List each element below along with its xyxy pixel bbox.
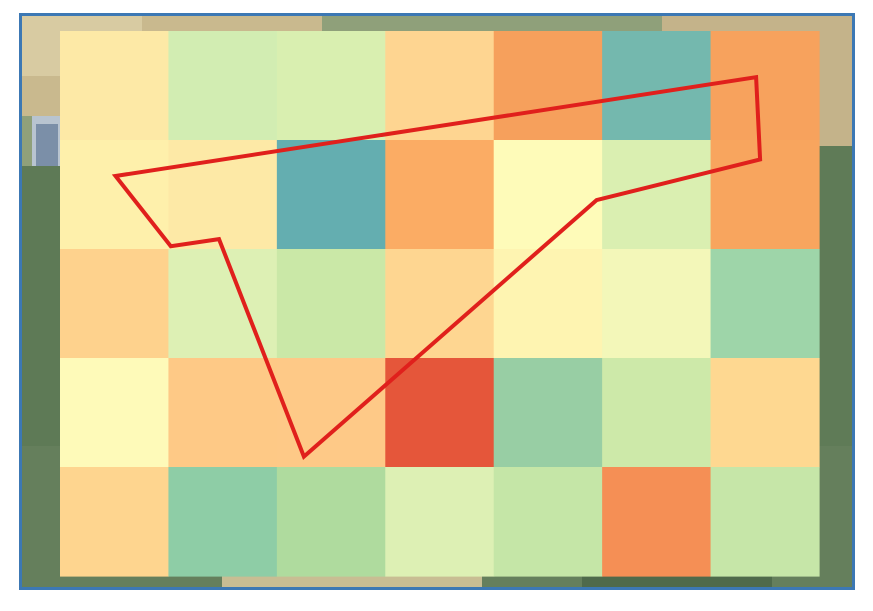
map-overlay	[60, 31, 820, 577]
grid-cell-r1-c0	[60, 140, 170, 250]
grid-cell-r4-c3	[385, 467, 495, 577]
grid-cell-r0-c2	[276, 31, 386, 141]
grid-cell-r2-c0	[60, 249, 170, 359]
grid-cell-r2-c2	[276, 249, 386, 359]
map-frame	[19, 13, 855, 590]
grid-cell-r0-c6	[710, 31, 820, 141]
grid-cell-r2-c5	[602, 249, 712, 359]
grid-cell-r1-c1	[168, 140, 278, 250]
grid-cell-r4-c1	[168, 467, 278, 577]
grid-cell-r3-c4	[493, 358, 603, 468]
grid-cell-r3-c2	[276, 358, 386, 468]
grid-cell-r3-c5	[602, 358, 712, 468]
grid-cell-r1-c4	[493, 140, 603, 250]
grid-cell-r1-c6	[710, 140, 820, 250]
heatmap-grid	[60, 31, 820, 577]
field-boundary-polygon	[111, 74, 763, 460]
grid-cell-r4-c6	[710, 467, 820, 577]
grid-cell-r4-c4	[493, 467, 603, 577]
grid-cell-r3-c1	[168, 358, 278, 468]
grid-cell-r0-c4	[493, 31, 603, 141]
grid-cell-r0-c0	[60, 31, 170, 141]
grid-cell-r3-c6	[710, 358, 820, 468]
grid-cell-r3-c3	[385, 358, 495, 468]
grid-cell-r4-c0	[60, 467, 170, 577]
grid-cell-r1-c3	[385, 140, 495, 250]
grid-cell-r4-c2	[276, 467, 386, 577]
grid-cell-r3-c0	[60, 358, 170, 468]
grid-cell-r2-c6	[710, 249, 820, 359]
grid-cell-r2-c4	[493, 249, 603, 359]
grid-cell-r4-c5	[602, 467, 712, 577]
grid-cell-r1-c2	[276, 140, 386, 250]
grid-cell-r0-c1	[168, 31, 278, 141]
